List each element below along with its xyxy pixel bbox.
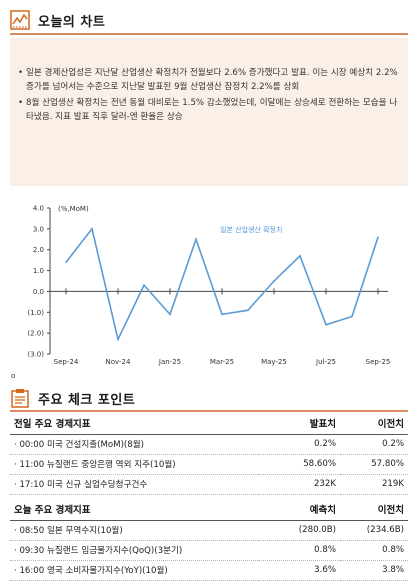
section-title: 주요 체크 포인트 <box>38 392 136 408</box>
data-point <box>325 324 327 326</box>
data-point <box>195 238 197 241</box>
bullet-dot: • <box>18 68 24 78</box>
table-row: · 08:50 일본 무역수지(10월) (280.0B) (234.6B) <box>10 520 408 541</box>
series-legend-label: 일본 산업생산 확정치 <box>220 225 282 234</box>
table-row: · 09:30 뉴질랜드 임금물가지수(QoQ)(3분기) 0.8% 0.8% <box>10 540 408 561</box>
series-line <box>65 227 379 342</box>
bullet-text: 8월 산업생산 확정치는 전년 동월 대비로는 1.5% 감소했었는데, 이달에… <box>26 98 398 122</box>
data-point <box>117 338 119 341</box>
data-point <box>169 313 171 316</box>
forecast-cell: 3.6% <box>258 560 340 581</box>
section-divider <box>10 33 408 35</box>
col-header-indicator: 전일 주요 경제지표 <box>10 412 258 435</box>
indicator-cell: · 08:50 일본 무역수지(10월) <box>10 520 258 541</box>
col-header-indicator: 오늘 주요 경제지표 <box>10 498 258 521</box>
x-tick-label: Jan-25 <box>158 358 181 366</box>
previous-cell: 0.8% <box>340 540 408 561</box>
x-tick-label: Jul-25 <box>315 358 336 366</box>
x-tick-label: May-25 <box>261 358 287 366</box>
y-tick-label: 0.0 <box>33 288 44 296</box>
data-point <box>221 313 223 316</box>
previous-cell: 0.2% <box>340 434 408 455</box>
x-tick-label: Mar-25 <box>210 358 234 366</box>
y-tick-label: 2.0 <box>33 246 44 254</box>
table-row: · 17:10 미국 신규 실업수당청구건수 232K 219K <box>10 474 408 495</box>
data-point <box>65 261 67 264</box>
today-indicators-table: 오늘 주요 경제지표 예측치 이전치 · 08:50 일본 무역수지(10월) … <box>10 498 408 581</box>
section-divider <box>10 410 408 412</box>
data-point <box>377 236 379 238</box>
table-header-row: 오늘 주요 경제지표 예측치 이전치 <box>10 498 408 521</box>
bullet-dot: • <box>18 98 24 108</box>
indicator-cell: · 17:10 미국 신규 실업수당청구건수 <box>10 474 258 495</box>
checklist-icon <box>11 389 29 408</box>
industrial-production-chart: 4.0 3.0 2.0 1.0 0.0 (1.0) (2.0) (3.0) (%,MoM) Sep… <box>10 196 408 372</box>
x-tick-label: Nov-24 <box>106 358 131 366</box>
col-header-forecast: 예측치 <box>258 498 340 521</box>
y-tick-label: 4.0 <box>33 205 44 213</box>
chart-line-icon <box>10 10 30 30</box>
actual-cell: 232K <box>258 474 340 495</box>
summary-bullet: • 8월 산업생산 확정치는 전년 동월 대비로는 1.5% 감소했었는데, 이… <box>18 96 400 124</box>
table-row: · 16:00 영국 소비자물가지수(YoY)(10월) 3.6% 3.8% <box>10 560 408 581</box>
indicator-cell: · 16:00 영국 소비자물가지수(YoY)(10월) <box>10 560 258 581</box>
indicator-cell: · 00:00 미국 건설지출(MoM)(8월) <box>10 434 258 455</box>
table-header-row: 전일 주요 경제지표 발표치 이전치 <box>10 412 408 435</box>
previous-cell: (234.6B) <box>340 520 408 541</box>
indicator-cell: · 11:00 뉴질랜드 중앙은행 역외 지주(10월) <box>10 454 258 475</box>
table-row: · 00:00 미국 건설지출(MoM)(8월) 0.2% 0.2% <box>10 434 408 455</box>
section-title: 오늘의 차트 <box>38 14 106 30</box>
data-point <box>273 280 275 282</box>
data-point <box>91 228 93 230</box>
data-point <box>143 284 145 286</box>
data-point <box>351 315 353 318</box>
actual-cell: 0.2% <box>258 434 340 455</box>
forecast-cell: (280.0B) <box>258 520 340 541</box>
data-point <box>247 309 249 311</box>
y-tick-label: 1.0 <box>33 267 44 275</box>
col-header-previous: 이전치 <box>340 498 408 521</box>
actual-cell: 58.60% <box>258 454 340 475</box>
indicator-cell: · 09:30 뉴질랜드 임금물가지수(QoQ)(3분기) <box>10 540 258 561</box>
summary-box: • 일본 경제산업성은 지난달 산업생산 확정치가 전월보다 2.6% 증가했다… <box>10 38 408 186</box>
previous-cell: 57.80% <box>340 454 408 475</box>
data-point <box>299 255 301 257</box>
chart-section-header: 오늘의 차트 <box>10 10 105 30</box>
small-marker: o <box>11 372 16 380</box>
col-header-actual: 발표치 <box>258 412 340 435</box>
previous-cell: 219K <box>340 474 408 495</box>
forecast-cell: 0.8% <box>258 540 340 561</box>
y-tick-label: (1.0) <box>27 309 44 317</box>
checkpoint-section-header: 주요 체크 포인트 <box>10 388 135 408</box>
y-tick-label: (2.0) <box>27 330 44 338</box>
y-tick-label: 3.0 <box>33 225 44 233</box>
y-unit-label: (%,MoM) <box>58 205 89 213</box>
previous-cell: 3.8% <box>340 560 408 581</box>
table-row: · 11:00 뉴질랜드 중앙은행 역외 지주(10월) 58.60% 57.8… <box>10 454 408 475</box>
chart-svg: 4.0 3.0 2.0 1.0 0.0 (1.0) (2.0) (3.0) (%,MoM) Sep… <box>27 205 391 367</box>
x-tick-label: Sep-24 <box>54 358 79 366</box>
summary-bullet: • 일본 경제산업성은 지난달 산업생산 확정치가 전월보다 2.6% 증가했다… <box>18 66 400 94</box>
bullet-text: 일본 경제산업성은 지난달 산업생산 확정치가 전월보다 2.6% 증가했다고 … <box>26 68 398 92</box>
x-tick-label: Sep-25 <box>366 358 391 366</box>
col-header-previous: 이전치 <box>340 412 408 435</box>
y-tick-label: (3.0) <box>27 351 44 359</box>
previous-day-indicators-table: 전일 주요 경제지표 발표치 이전치 · 00:00 미국 건설지출(MoM)(… <box>10 412 408 495</box>
